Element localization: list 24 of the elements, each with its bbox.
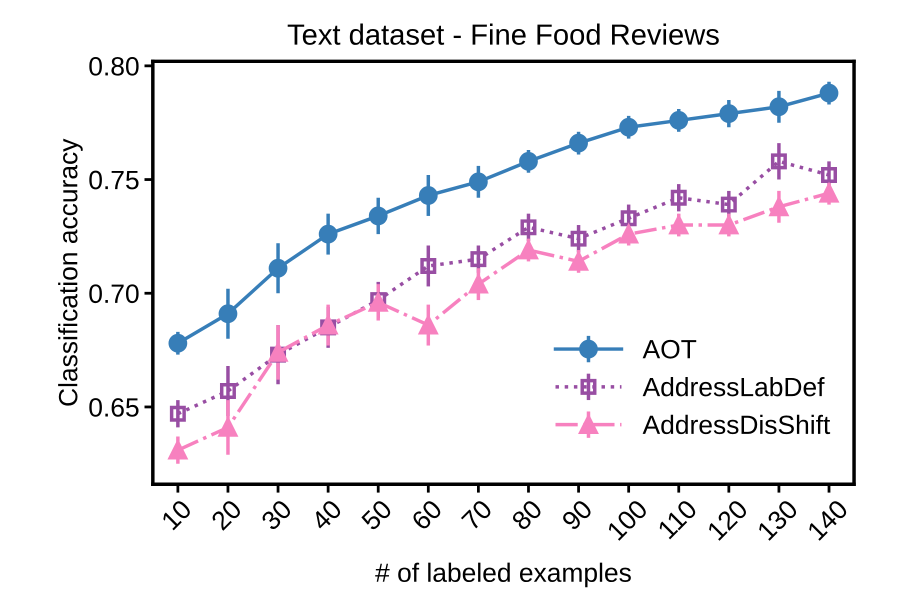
legend-label: AddressDisShift (642, 414, 830, 434)
x-tick-label: 30 (260, 498, 293, 532)
x-tick-label: 140 (806, 498, 849, 541)
legend-label: AOT (642, 340, 696, 359)
legend-label: AddressLabDef (642, 376, 825, 396)
x-tick-label: 90 (560, 498, 594, 532)
chart-title: Text dataset - Fine Food Reviews (288, 23, 719, 45)
y-axis-title: Classification accuracy (58, 138, 83, 406)
x-tick-label: 20 (210, 498, 243, 531)
x-tick-label: 10 (160, 498, 193, 530)
x-tick-label: 110 (657, 498, 698, 540)
x-axis-title: # of labeled examples (375, 562, 631, 588)
x-tick-label: 60 (410, 498, 443, 531)
x-tick-label: 50 (360, 498, 393, 532)
x-tick-label: 120 (706, 498, 749, 541)
y-tick-label: 0.65 (89, 398, 139, 417)
x-tick-label: 130 (756, 498, 799, 541)
x-tick-label: 70 (460, 498, 494, 531)
x-tick-label: 100 (606, 498, 649, 541)
y-tick-label: 0.75 (89, 170, 139, 190)
x-tick-label: 80 (510, 498, 544, 532)
x-tick-label: 40 (310, 498, 343, 532)
y-tick-label: 0.80 (89, 56, 139, 76)
y-tick-label: 0.70 (89, 284, 139, 304)
